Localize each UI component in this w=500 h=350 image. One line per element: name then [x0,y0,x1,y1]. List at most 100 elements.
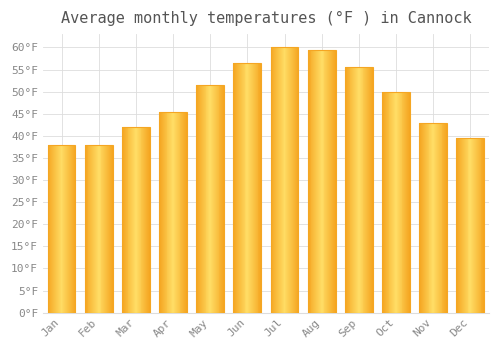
Bar [322,50,324,313]
Bar [475,138,476,313]
Bar [284,48,286,313]
Bar [393,92,394,313]
Bar [371,68,372,313]
Bar [324,50,326,313]
Bar [180,112,182,313]
Bar [85,145,112,313]
Bar [440,122,442,313]
Bar [456,138,484,313]
Bar [320,50,322,313]
Bar [58,145,59,313]
Bar [123,127,124,313]
Bar [110,145,111,313]
Bar [256,63,258,313]
Bar [130,127,131,313]
Bar [237,63,238,313]
Bar [105,145,106,313]
Bar [456,138,458,313]
Bar [470,138,471,313]
Bar [458,138,459,313]
Bar [422,122,423,313]
Bar [186,112,187,313]
Bar [398,92,399,313]
Bar [68,145,69,313]
Bar [459,138,460,313]
Bar [272,48,274,313]
Bar [222,85,223,313]
Bar [57,145,58,313]
Bar [406,92,407,313]
Bar [367,68,368,313]
Bar [419,122,447,313]
Bar [172,112,173,313]
Bar [96,145,97,313]
Bar [426,122,428,313]
Bar [270,48,298,313]
Bar [368,68,369,313]
Bar [234,63,236,313]
Bar [308,50,310,313]
Bar [244,63,246,313]
Bar [388,92,390,313]
Bar [276,48,277,313]
Bar [94,145,95,313]
Bar [355,68,356,313]
Bar [171,112,172,313]
Bar [142,127,144,313]
Bar [460,138,461,313]
Bar [424,122,425,313]
Bar [148,127,149,313]
Bar [289,48,290,313]
Bar [279,48,280,313]
Bar [131,127,132,313]
Bar [74,145,76,313]
Bar [394,92,395,313]
Bar [90,145,92,313]
Bar [208,85,210,313]
Bar [97,145,98,313]
Bar [250,63,251,313]
Bar [124,127,126,313]
Bar [249,63,250,313]
Bar [241,63,242,313]
Bar [161,112,162,313]
Bar [386,92,388,313]
Bar [319,50,320,313]
Bar [345,68,346,313]
Bar [238,63,239,313]
Bar [48,145,50,313]
Bar [478,138,480,313]
Bar [315,50,316,313]
Bar [326,50,327,313]
Bar [318,50,319,313]
Bar [400,92,402,313]
Bar [93,145,94,313]
Bar [480,138,482,313]
Bar [434,122,435,313]
Bar [200,85,201,313]
Bar [277,48,278,313]
Bar [327,50,328,313]
Bar [69,145,70,313]
Bar [407,92,408,313]
Bar [382,92,383,313]
Bar [159,112,187,313]
Bar [370,68,371,313]
Bar [316,50,317,313]
Bar [472,138,473,313]
Bar [360,68,362,313]
Bar [293,48,294,313]
Bar [109,145,110,313]
Bar [159,112,160,313]
Bar [128,127,130,313]
Bar [251,63,252,313]
Bar [332,50,333,313]
Bar [168,112,170,313]
Bar [95,145,96,313]
Bar [291,48,292,313]
Bar [60,145,62,313]
Bar [106,145,107,313]
Bar [474,138,475,313]
Bar [98,145,100,313]
Title: Average monthly temperatures (°F ) in Cannock: Average monthly temperatures (°F ) in Ca… [60,11,471,26]
